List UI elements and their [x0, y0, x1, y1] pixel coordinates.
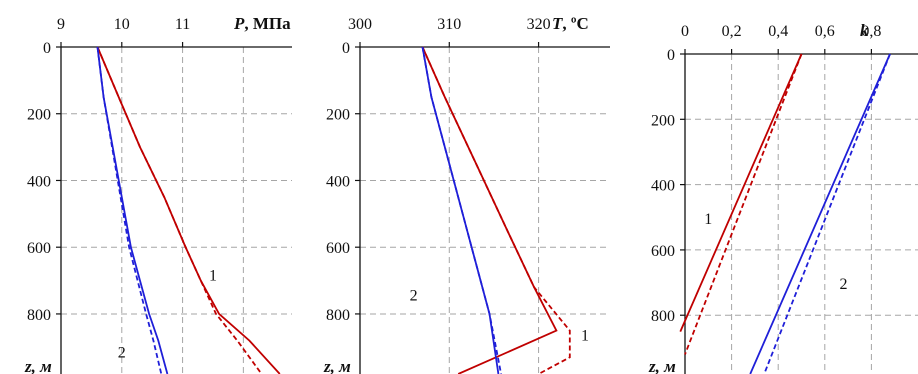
series-line-2-dashed: [421, 46, 502, 374]
x-tick-label: 0,2: [722, 23, 742, 40]
x-tick-label: 0: [681, 23, 689, 40]
curve-label: 1: [704, 211, 712, 228]
x-axis-variable: T: [552, 14, 563, 33]
series-line-1-solid: [679, 53, 803, 332]
x-tick-label: 10: [114, 16, 130, 33]
y-tick-label: 600: [326, 240, 350, 257]
curve-label: 1: [581, 328, 589, 345]
x-axis-unit: , МПа: [244, 14, 291, 33]
curve-label: 1: [209, 268, 217, 285]
x-tick-label: 9: [57, 16, 65, 33]
series-line-1-solid: [421, 46, 558, 374]
x-axis-unit: , ºC: [562, 14, 588, 33]
x-axis-variable: k: [860, 21, 869, 40]
y-tick-label: 200: [651, 112, 675, 129]
x-tick-label: 0,8: [861, 23, 881, 40]
y-tick-label: 200: [27, 107, 51, 124]
x-axis-title: k: [860, 21, 869, 40]
x-axis-variable: P: [233, 14, 245, 33]
y-tick-label: 800: [27, 307, 51, 324]
x-axis-title: T, ºC: [552, 14, 589, 33]
series-line-2-solid: [749, 53, 891, 374]
series-line-2-dashed: [763, 53, 891, 374]
series-line-2-solid: [96, 46, 169, 374]
y-tick-label: 600: [27, 240, 51, 257]
y-tick-label: 800: [651, 308, 675, 325]
series-line-1-dashed: [684, 53, 803, 355]
series-line-2-dashed: [96, 46, 163, 374]
y-tick-label: 400: [651, 178, 675, 195]
series-line-1-dashed: [96, 46, 263, 374]
y-axis-title: z, м: [648, 357, 676, 374]
y-axis-title: z, м: [24, 357, 52, 374]
y-tick-label: 0: [342, 40, 350, 57]
y-tick-label: 400: [326, 173, 350, 190]
x-tick-label: 11: [175, 16, 190, 33]
series-line-2-solid: [421, 46, 500, 374]
y-tick-label: 400: [27, 173, 51, 190]
x-tick-label: 320: [527, 16, 551, 33]
x-axis-title: P, МПа: [233, 14, 291, 33]
y-tick-label: 0: [667, 47, 675, 64]
x-tick-label: 0,4: [768, 23, 788, 40]
x-tick-label: 0,6: [815, 23, 835, 40]
y-tick-label: 200: [326, 107, 350, 124]
y-axis-title: z, м: [323, 357, 351, 374]
curve-label: 2: [118, 344, 126, 361]
y-tick-label: 600: [651, 243, 675, 260]
y-tick-label: 800: [326, 307, 350, 324]
curve-label: 2: [839, 276, 847, 293]
y-tick-label: 0: [43, 40, 51, 57]
series-line-1-dashed: [421, 46, 571, 374]
x-tick-label: 310: [437, 16, 461, 33]
x-tick-label: 300: [348, 16, 372, 33]
curve-label: 2: [410, 288, 418, 305]
